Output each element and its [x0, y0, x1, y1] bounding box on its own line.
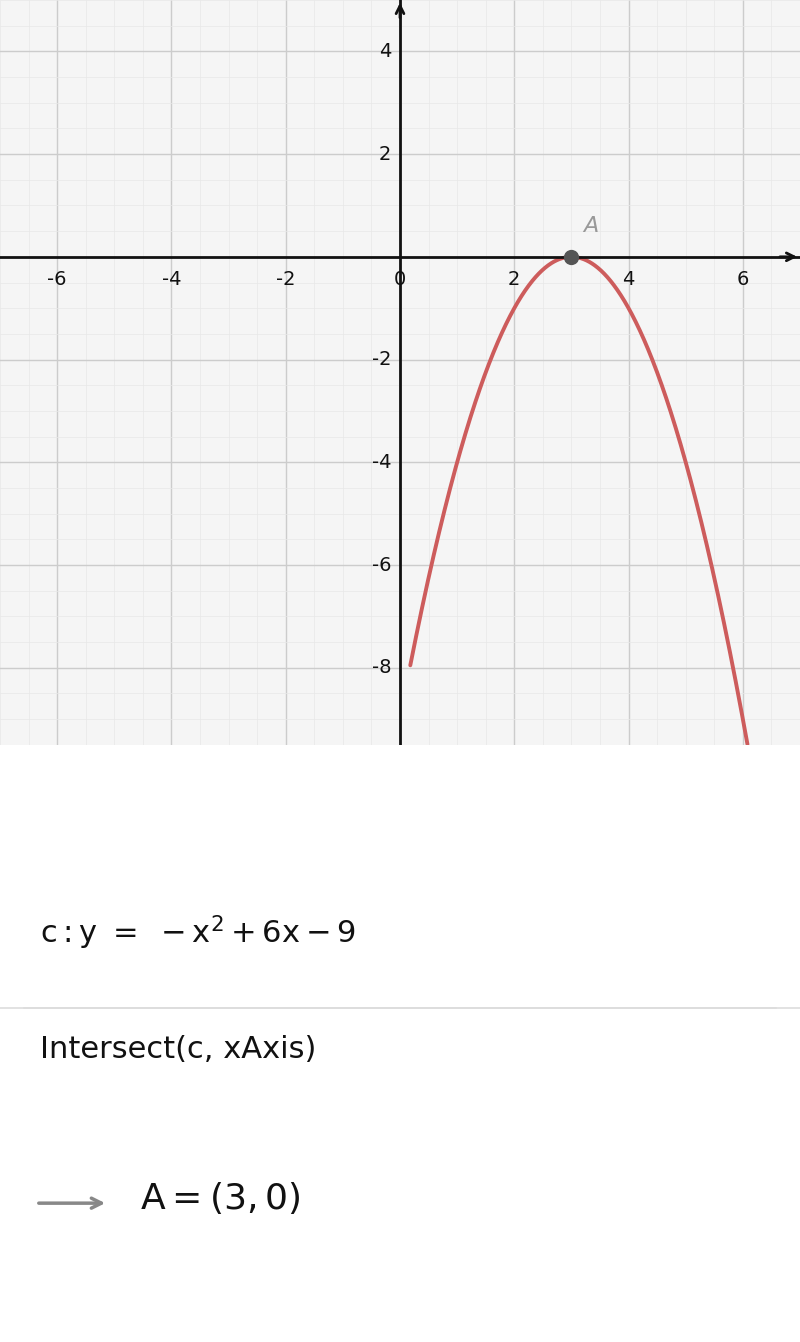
Text: -4: -4 [372, 452, 391, 472]
Text: A: A [583, 216, 598, 236]
Text: 0: 0 [394, 270, 406, 289]
Text: 2: 2 [508, 270, 521, 289]
Text: $\rm c : y \ = \ -x^2 + 6x - 9$: $\rm c : y \ = \ -x^2 + 6x - 9$ [40, 914, 356, 951]
Text: -4: -4 [162, 270, 181, 289]
Text: 6: 6 [737, 270, 749, 289]
Text: Intersect(c, xAxis): Intersect(c, xAxis) [40, 1035, 316, 1064]
Text: ❯: ❯ [754, 784, 780, 816]
Text: 2: 2 [379, 145, 391, 164]
Text: -8: -8 [372, 659, 391, 678]
Text: 4: 4 [379, 42, 391, 60]
Text: 4: 4 [622, 270, 634, 289]
Text: -2: -2 [372, 350, 391, 369]
Text: $\rm A = (3, 0)$: $\rm A = (3, 0)$ [140, 1181, 301, 1216]
Text: -2: -2 [276, 270, 295, 289]
Text: -6: -6 [372, 556, 391, 574]
Text: -6: -6 [47, 270, 67, 289]
